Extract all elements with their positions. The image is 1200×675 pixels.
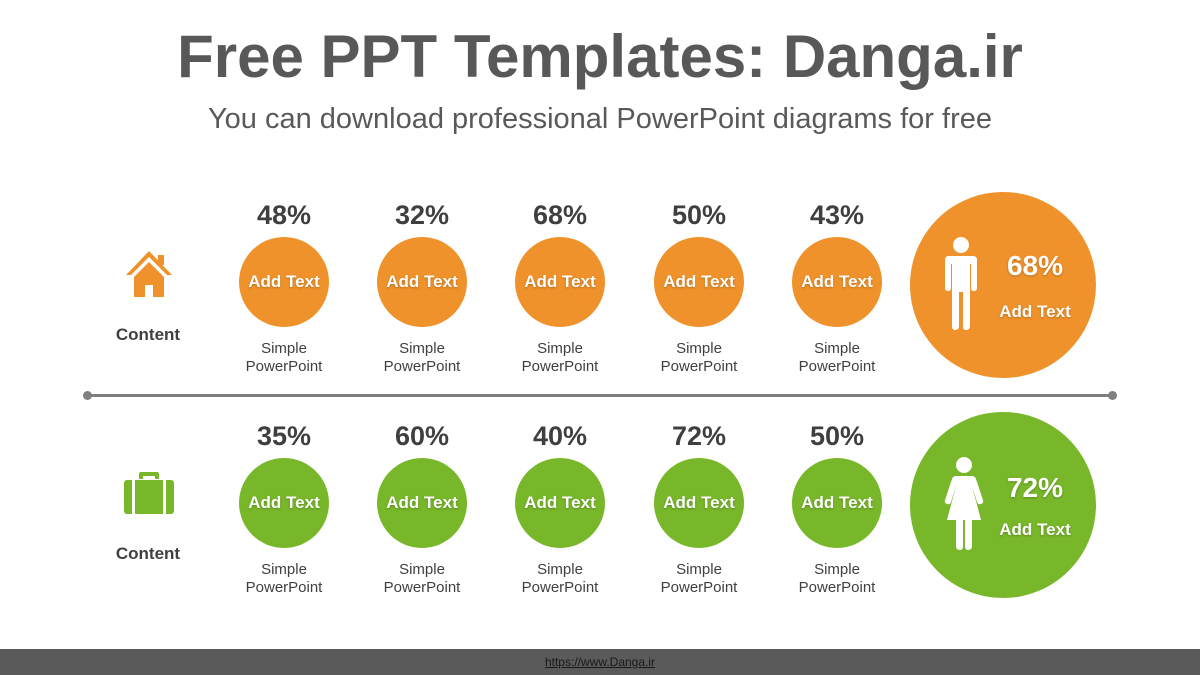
stat-circle: Add Text: [377, 237, 467, 327]
divider-dot-left: [83, 391, 92, 400]
caption: Simple PowerPoint: [660, 340, 738, 375]
stat-item: 48% Add Text Simple PowerPoint: [224, 199, 344, 376]
caption: Simple PowerPoint: [798, 340, 876, 375]
percent-value: 68%: [532, 200, 588, 230]
caption: Simple PowerPoint: [245, 561, 323, 596]
stat-circle: Add Text: [792, 458, 882, 548]
stat-circle: Add Text: [792, 237, 882, 327]
summary-circle: 72% Add Text: [910, 412, 1096, 598]
summary-text: Add Text: [999, 520, 1071, 539]
stat-circle: Add Text: [654, 237, 744, 327]
stat-item: 72% Add Text Simple PowerPoint: [639, 420, 759, 597]
footer-link[interactable]: https://www.Danga.ir: [544, 655, 656, 669]
summary-text: Add Text: [999, 302, 1071, 321]
female-figure-icon: [944, 456, 984, 555]
caption: Simple PowerPoint: [383, 340, 461, 375]
stat-item: 50% Add Text Simple PowerPoint: [639, 199, 759, 376]
caption: Simple PowerPoint: [383, 561, 461, 596]
percent-value: 48%: [256, 200, 312, 230]
percent-value: 72%: [671, 421, 727, 451]
caption: Simple PowerPoint: [245, 340, 323, 375]
percent-value: 43%: [809, 200, 865, 230]
caption: Simple PowerPoint: [660, 561, 738, 596]
briefcase-icon: [123, 470, 175, 521]
stat-circle: Add Text: [239, 458, 329, 548]
house-icon: [124, 249, 174, 304]
caption: Simple PowerPoint: [521, 561, 599, 596]
page-title: Free PPT Templates: Danga.ir: [177, 23, 1023, 90]
stat-item: 50% Add Text Simple PowerPoint: [777, 420, 897, 597]
caption: Simple PowerPoint: [798, 561, 876, 596]
stat-circle: Add Text: [515, 237, 605, 327]
divider-dot-right: [1108, 391, 1117, 400]
stat-item: 43% Add Text Simple PowerPoint: [777, 199, 897, 376]
percent-value: 50%: [809, 421, 865, 451]
stat-item: 68% Add Text Simple PowerPoint: [500, 199, 620, 376]
stat-item: 40% Add Text Simple PowerPoint: [500, 420, 620, 597]
percent-value: 50%: [671, 200, 727, 230]
divider-line: [88, 394, 1112, 397]
summary-circle: 68% Add Text: [910, 192, 1096, 378]
summary-percent: 68%: [1006, 250, 1064, 281]
stat-circle: Add Text: [515, 458, 605, 548]
stat-circle: Add Text: [654, 458, 744, 548]
stat-item: 35% Add Text Simple PowerPoint: [224, 420, 344, 597]
row-label: Content: [115, 325, 181, 344]
page-subtitle: You can download professional PowerPoint…: [207, 103, 992, 135]
stat-item: 60% Add Text Simple PowerPoint: [362, 420, 482, 597]
summary-percent: 72%: [1006, 472, 1064, 503]
stat-circle: Add Text: [377, 458, 467, 548]
row-label: Content: [115, 544, 181, 563]
percent-value: 35%: [256, 421, 312, 451]
footer-bar: https://www.Danga.ir: [0, 649, 1200, 675]
male-figure-icon: [944, 236, 978, 335]
caption: Simple PowerPoint: [521, 340, 599, 375]
stat-circle: Add Text: [239, 237, 329, 327]
stat-item: 32% Add Text Simple PowerPoint: [362, 199, 482, 376]
percent-value: 32%: [394, 200, 450, 230]
percent-value: 40%: [532, 421, 588, 451]
percent-value: 60%: [394, 421, 450, 451]
